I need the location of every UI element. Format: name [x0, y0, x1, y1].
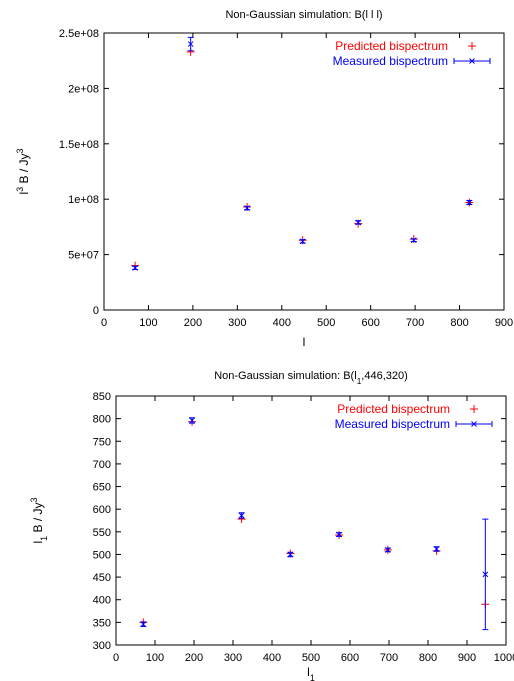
x-tick-label: 900 — [458, 652, 476, 664]
data-point-measured — [466, 199, 473, 206]
data-point-measured — [355, 219, 362, 226]
x-tick-label: 1000 — [494, 652, 514, 664]
legend-label: Predicted bispectrum — [337, 402, 450, 416]
y-tick-label: 2.5e+08 — [59, 28, 99, 40]
y-tick-label: 750 — [93, 436, 111, 448]
y-tick-label: 550 — [93, 527, 111, 539]
y-tick-label: 650 — [93, 482, 111, 494]
y-tick-label: 400 — [93, 595, 111, 607]
legend-key-predicted — [470, 405, 478, 413]
x-tick-label: 0 — [101, 317, 107, 329]
chart-2: Non-Gaussian simulation: B(l1,446,320) 0 1… — [29, 370, 514, 681]
data-point-measured — [299, 238, 306, 245]
y-tick-label: 300 — [93, 640, 111, 652]
data-point-measured — [238, 512, 245, 519]
data-point-measured — [287, 551, 294, 558]
chart-1: Non-Gaussian simulation: B(l l l) 0 100 200… — [15, 9, 513, 349]
y-tick-label: 450 — [93, 572, 111, 584]
x-tick-label: 300 — [224, 652, 242, 664]
data-point-measured — [336, 531, 342, 538]
legend-label: Measured bispectrum — [333, 54, 448, 68]
plot-frame — [103, 32, 505, 311]
data-point-measured — [244, 205, 250, 211]
y-tick-label: 700 — [93, 459, 111, 471]
data-point-measured — [384, 547, 391, 553]
y-tick-label: 0 — [93, 305, 99, 317]
x-tick-label: 500 — [317, 317, 335, 329]
series-measured — [132, 36, 473, 271]
x-tick-label: 0 — [113, 652, 119, 664]
x-tick-label: 800 — [419, 652, 437, 664]
data-point-measured — [482, 571, 489, 578]
data-point-measured — [433, 546, 440, 552]
x-tick-label: 600 — [361, 317, 379, 329]
legend-label: Measured bispectrum — [335, 417, 450, 431]
x-tick-label: 900 — [495, 317, 513, 329]
legend-key-measured — [469, 58, 475, 64]
y-tick-label: 5e+07 — [68, 250, 99, 262]
y-tick-label: 850 — [93, 391, 111, 403]
y-axis-label: l3 B / Jy3 — [15, 148, 31, 194]
chart-title: Non-Gaussian simulation: B(l l l) — [225, 9, 382, 21]
y-tick-label: 1e+08 — [68, 194, 99, 206]
y-axis-label: l1 B / Jy3 — [29, 497, 49, 543]
y-tick-label: 2e+08 — [68, 83, 99, 95]
legend-key-measured — [471, 421, 477, 427]
data-point-measured — [132, 265, 138, 271]
data-point-measured — [189, 417, 195, 424]
x-axis-label: l — [303, 335, 306, 349]
y-tick-label: 1.5e+08 — [59, 139, 99, 151]
x-tick-label: 400 — [263, 652, 281, 664]
legend-key-predicted — [468, 42, 476, 50]
x-tick-label: 100 — [146, 652, 164, 664]
series-predicted — [131, 47, 474, 270]
y-tick-label: 350 — [93, 617, 111, 629]
data-point-measured — [140, 621, 147, 628]
x-tick-label: 500 — [302, 652, 320, 664]
x-tick-label: 600 — [341, 652, 359, 664]
y-tick-label: 500 — [93, 549, 111, 561]
chart-title: Non-Gaussian simulation: B(l1,446,320) — [214, 370, 408, 386]
data-point-measured — [187, 41, 194, 47]
x-tick-label: 700 — [380, 652, 398, 664]
x-tick-label: 200 — [184, 317, 202, 329]
y-tick-label: 800 — [93, 414, 111, 426]
series-predicted — [139, 417, 490, 627]
x-tick-label: 200 — [185, 652, 203, 664]
y-tick-label: 600 — [93, 504, 111, 516]
x-axis-label: l1 — [307, 665, 315, 681]
x-tick-label: 100 — [139, 317, 157, 329]
x-tick-label: 300 — [228, 317, 246, 329]
legend-label: Predicted bispectrum — [335, 39, 448, 53]
series-measured — [140, 417, 489, 631]
data-point-measured — [410, 237, 417, 244]
x-tick-label: 700 — [406, 317, 424, 329]
plot-frame — [115, 395, 507, 646]
x-tick-label: 400 — [273, 317, 291, 329]
x-tick-label: 800 — [450, 317, 468, 329]
